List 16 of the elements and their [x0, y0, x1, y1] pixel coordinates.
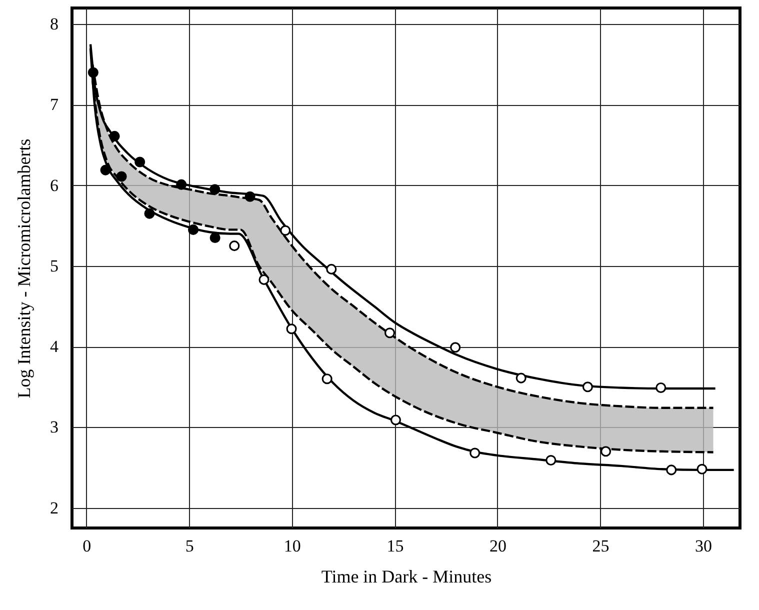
- y-tick-label: 3: [50, 418, 58, 437]
- y-tick-label: 7: [50, 95, 59, 114]
- y-axis-title: Log Intensity - Micromicrolamberts: [14, 138, 34, 398]
- x-tick-label: 5: [185, 536, 194, 556]
- x-tick-label: 15: [386, 536, 404, 556]
- y-tick-label: 4: [50, 337, 59, 356]
- y-tick-label: 8: [50, 14, 58, 34]
- y-tick-label: 2: [50, 498, 58, 518]
- x-tick-label: 25: [592, 536, 610, 556]
- x-tick-label: 20: [489, 536, 506, 556]
- x-tick-label: 10: [284, 536, 301, 556]
- x-tick-label: 0: [82, 536, 92, 556]
- y-tick-label: 5: [50, 256, 58, 276]
- x-axis-title: Time in Dark - Minutes: [321, 566, 492, 586]
- y-tick-label: 6: [50, 176, 58, 195]
- x-tick-label: 30: [695, 536, 712, 556]
